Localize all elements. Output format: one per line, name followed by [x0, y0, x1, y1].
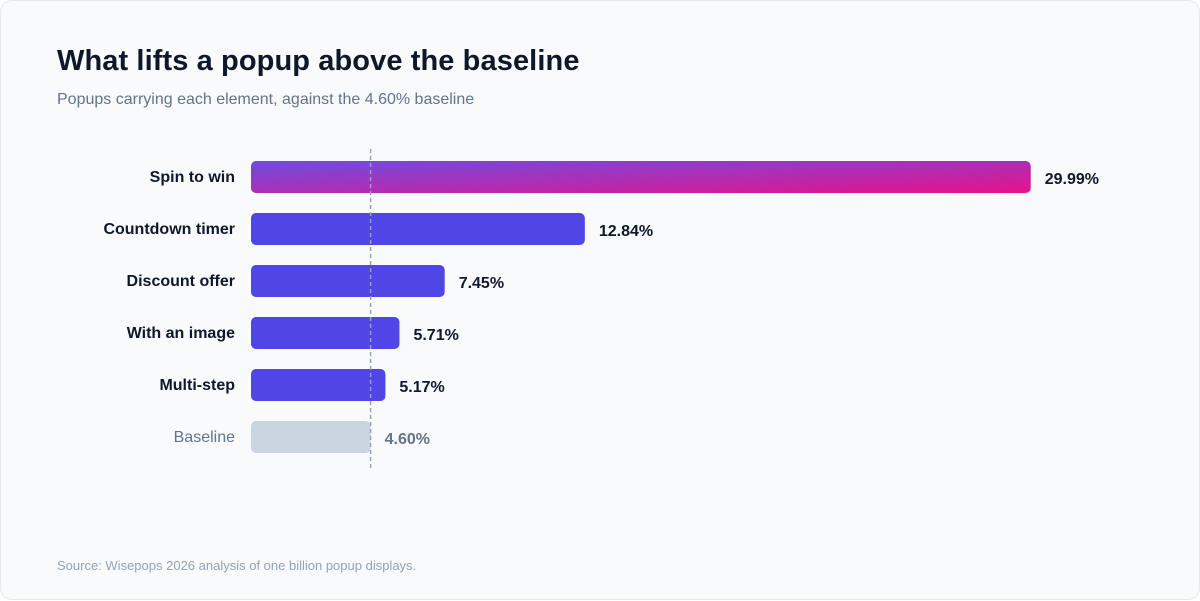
category-label-discount-offer: Discount offer	[127, 273, 235, 290]
value-label-with-an-image: 5.71%	[413, 327, 458, 344]
value-label-baseline: 4.60%	[385, 431, 430, 448]
value-label-spin-to-win: 29.99%	[1045, 171, 1099, 188]
category-label-baseline: Baseline	[174, 429, 235, 446]
category-label-countdown-timer: Countdown timer	[103, 221, 235, 238]
bar-discount-offer	[251, 265, 445, 297]
value-label-countdown-timer: 12.84%	[599, 223, 653, 240]
bar-baseline	[251, 421, 371, 453]
bar-spin-to-win	[251, 161, 1031, 193]
bar-with-an-image	[251, 317, 400, 349]
chart-subtitle: Popups carrying each element, against th…	[57, 91, 475, 108]
value-label-discount-offer: 7.45%	[459, 275, 504, 292]
category-label-with-an-image: With an image	[127, 325, 235, 342]
bar-multi-step	[251, 369, 386, 401]
chart-title: What lifts a popup above the baseline	[57, 45, 580, 77]
source-note: Source: Wisepops 2026 analysis of one bi…	[57, 558, 417, 573]
bar-countdown-timer	[251, 213, 585, 245]
category-label-spin-to-win: Spin to win	[150, 169, 235, 186]
value-label-multi-step: 5.17%	[399, 379, 444, 396]
category-label-multi-step: Multi-step	[159, 377, 235, 394]
